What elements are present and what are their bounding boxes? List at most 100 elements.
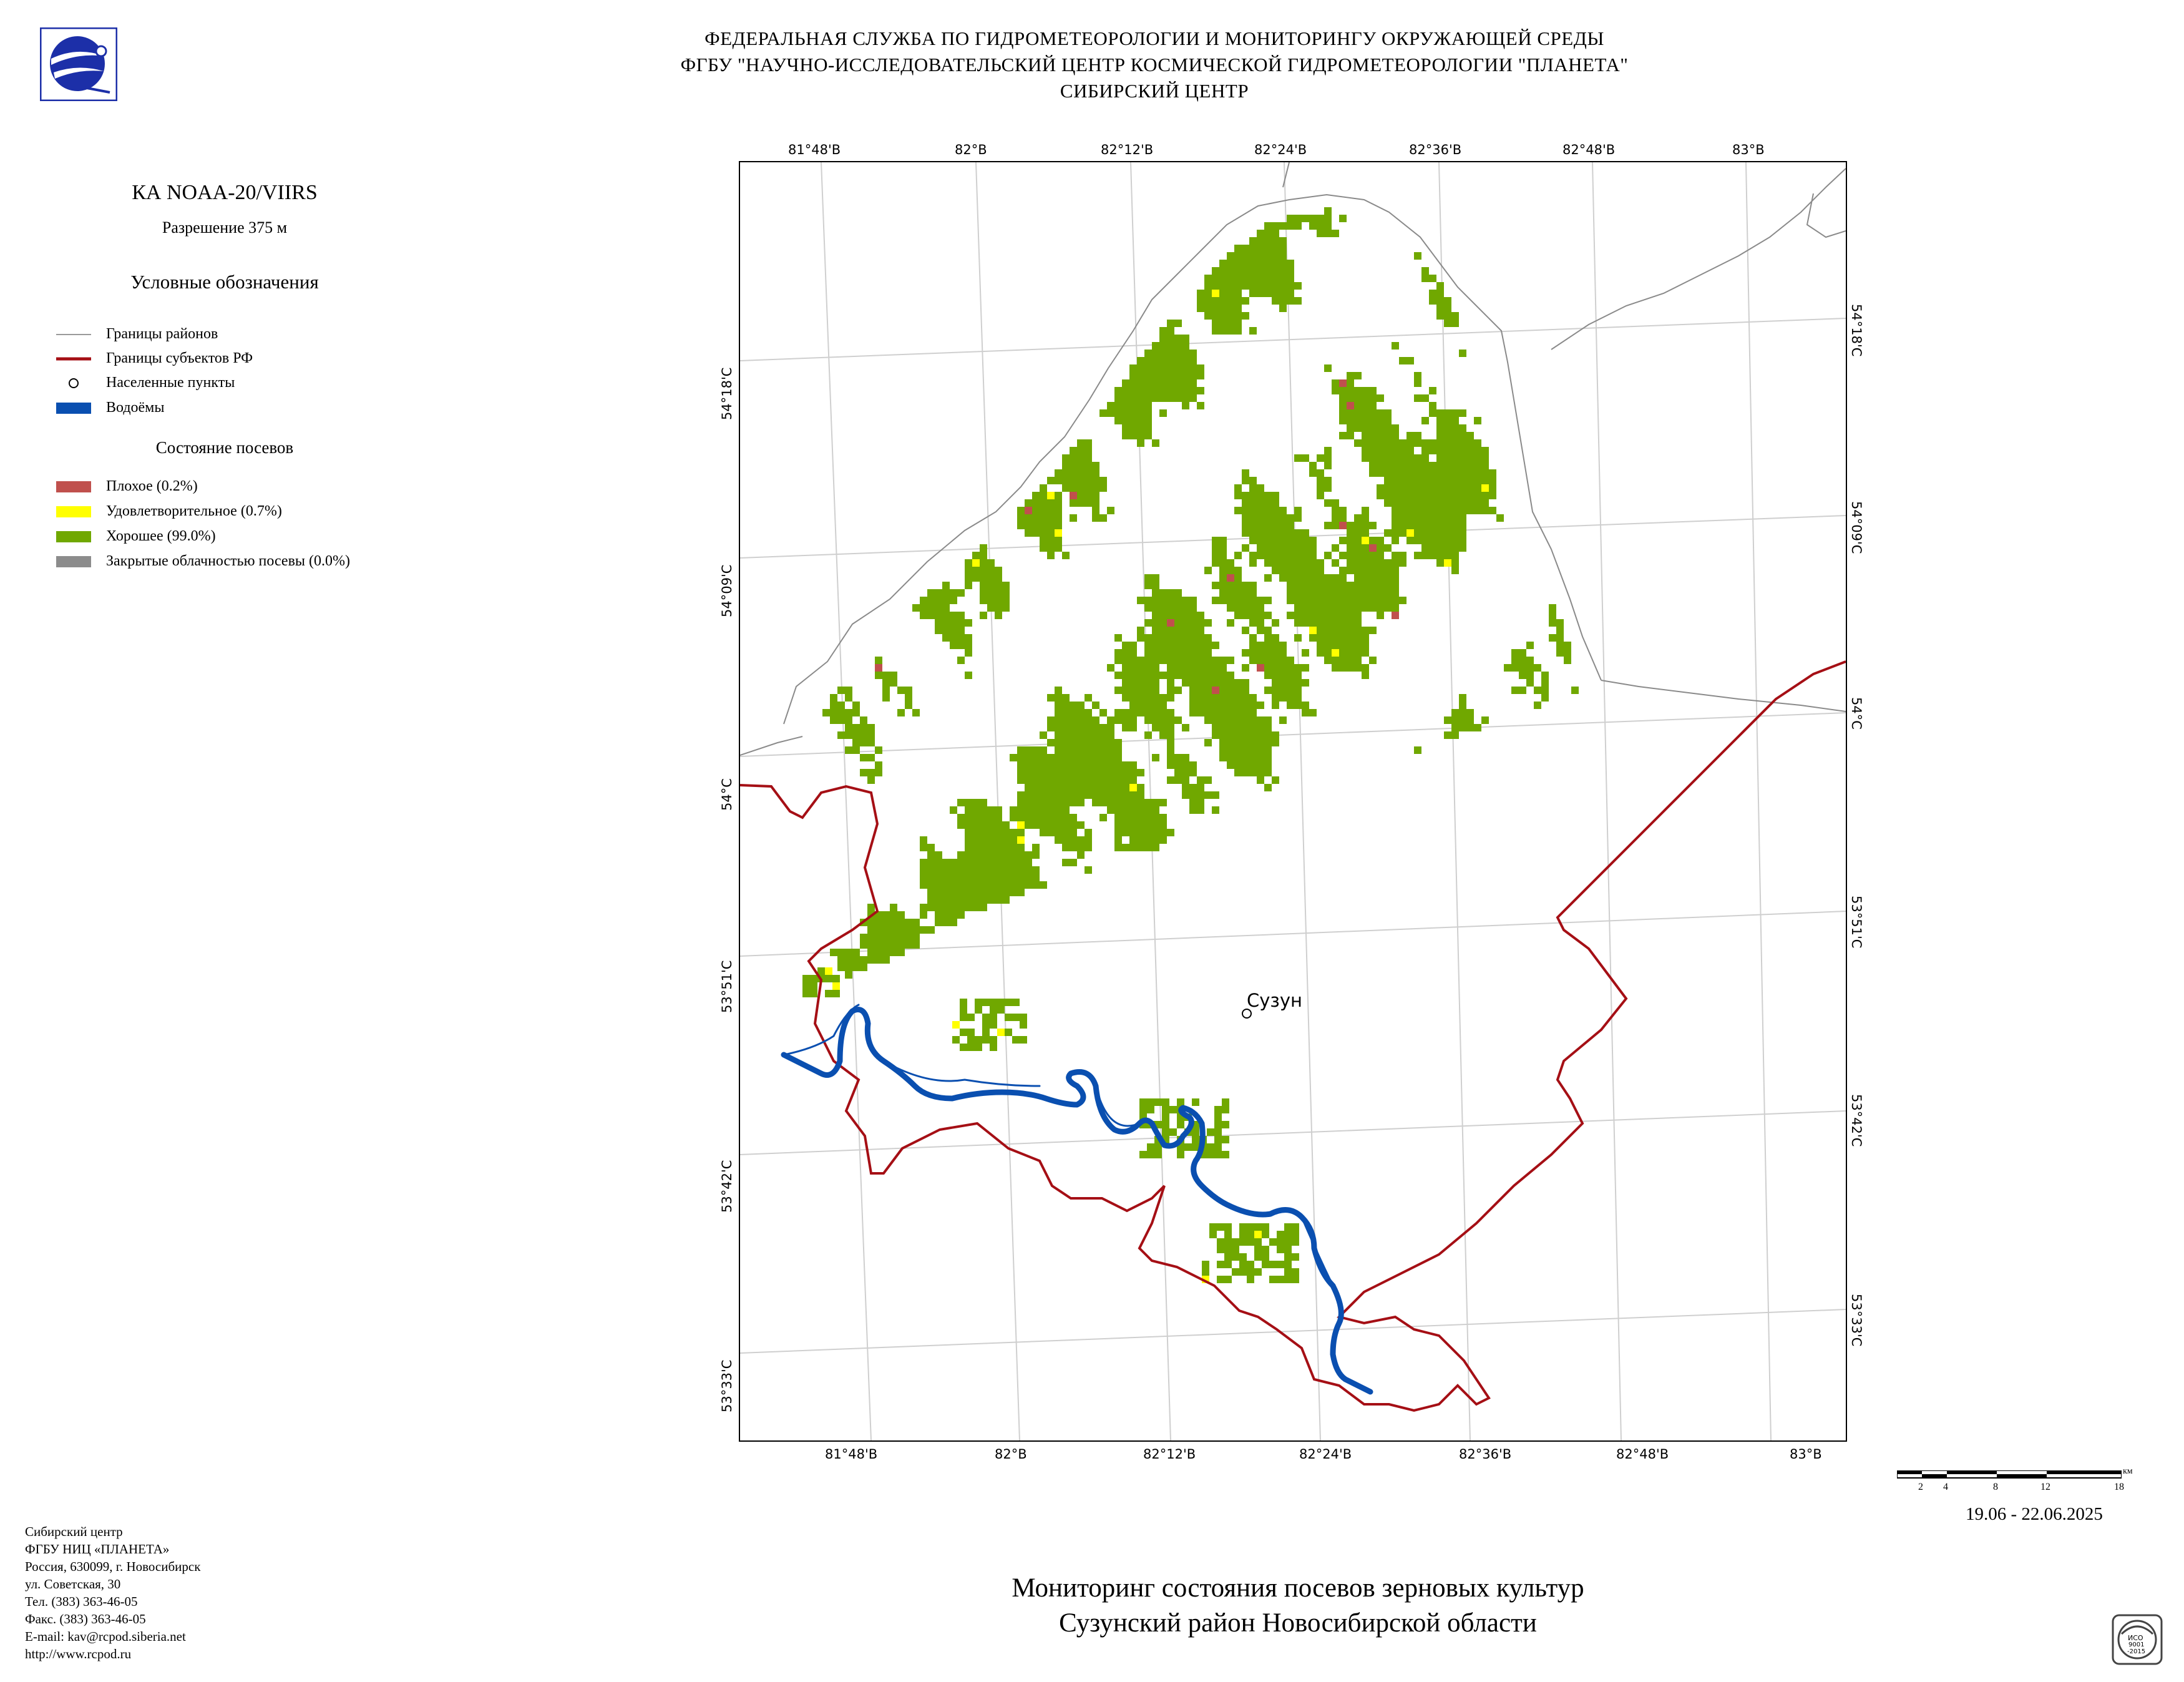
- crop-pixel: [1174, 379, 1182, 387]
- crop-pixel: [942, 919, 950, 926]
- crop-pixel: [1005, 999, 1012, 1006]
- crop-pixel: [1451, 507, 1459, 514]
- crop-pixel: [1099, 484, 1107, 492]
- crop-pixel: [1287, 260, 1294, 267]
- crop-pixel: [1219, 731, 1227, 739]
- crop-pixel: [1347, 559, 1354, 567]
- crop-pixel: [1377, 574, 1384, 582]
- crop-pixel: [1309, 222, 1317, 230]
- crop-pixel: [1159, 342, 1167, 350]
- crop-pixel: [1085, 791, 1092, 799]
- crop-pixel: [1354, 604, 1362, 612]
- crop-pixel: [890, 911, 897, 919]
- crop-pixel: [1414, 507, 1421, 514]
- crop-pixel: [1002, 889, 1010, 896]
- crop-pixel: [1224, 1276, 1232, 1283]
- crop-pixel: [920, 881, 927, 889]
- crop-pixel: [1526, 679, 1534, 687]
- crop-pixel: [995, 597, 1002, 604]
- crop-pixel: [1197, 364, 1204, 372]
- crop-pixel: [1459, 409, 1466, 417]
- crop-pixel: [927, 844, 935, 851]
- crop-pixel: [1159, 409, 1167, 417]
- crop-pixel: [1414, 477, 1421, 484]
- crop-pixel: [1169, 1128, 1177, 1136]
- crop-pixel: [1474, 454, 1481, 462]
- crop-pixel: [1272, 252, 1279, 260]
- crop-pixel: [1234, 702, 1242, 709]
- crop-pixel: [1399, 522, 1406, 529]
- crop-pixel: [1377, 432, 1384, 439]
- crop-pixel: [1354, 387, 1362, 394]
- crop-pixel: [1347, 544, 1354, 552]
- crop-pixel: [1392, 582, 1399, 589]
- crop-pixel: [982, 1036, 990, 1044]
- crop-pixel: [1242, 724, 1249, 731]
- crop-pixel: [1339, 567, 1347, 574]
- crop-pixel: [965, 672, 972, 679]
- crop-pixel: [1137, 821, 1144, 829]
- crop-pixel: [1219, 320, 1227, 327]
- crop-pixel: [1459, 702, 1466, 709]
- crop-pixel: [1192, 1098, 1199, 1106]
- crop-pixel: [1347, 372, 1354, 379]
- crop-pixel: [1249, 529, 1257, 537]
- crop-pixel: [1339, 432, 1347, 439]
- crop-pixel: [1005, 1029, 1012, 1036]
- crop-pixel: [1204, 664, 1212, 672]
- crop-pixel: [1436, 537, 1444, 544]
- crop-pixel: [1399, 462, 1406, 469]
- crop-pixel: [1436, 454, 1444, 462]
- crop-pixel: [1092, 746, 1099, 754]
- crop-pixel: [1062, 716, 1070, 724]
- crop-pixel: [1392, 469, 1399, 477]
- crop-pixel: [1362, 544, 1369, 552]
- crop-pixel: [1272, 642, 1279, 649]
- crop-pixel: [980, 881, 987, 889]
- crop-pixel: [1249, 559, 1257, 567]
- crop-pixel: [927, 889, 935, 896]
- crop-pixel: [1466, 492, 1474, 499]
- crop-pixel: [972, 821, 980, 829]
- crop-pixel: [1159, 604, 1167, 612]
- crop-pixel: [1174, 672, 1182, 679]
- crop-pixel: [1167, 327, 1174, 335]
- crop-pixel: [1055, 821, 1062, 829]
- crop-pixel: [1347, 394, 1354, 402]
- crop-pixel: [1122, 821, 1129, 829]
- crop-pixel: [1085, 469, 1092, 477]
- crop-pixel: [1212, 559, 1219, 567]
- crop-pixel: [1347, 664, 1354, 672]
- crop-pixel: [1451, 320, 1459, 327]
- crop-pixel: [950, 874, 957, 881]
- region-border-south: [740, 660, 1846, 1412]
- crop-pixel: [1384, 484, 1392, 492]
- crop-pixel: [1144, 814, 1152, 821]
- crop-pixel: [897, 934, 905, 941]
- crop-pixel: [1047, 784, 1055, 791]
- crop-pixel: [1272, 739, 1279, 746]
- crop-pixel: [1182, 335, 1189, 342]
- crop-pixel: [1219, 567, 1227, 574]
- crop-pixel: [942, 874, 950, 881]
- crop-pixel: [1384, 574, 1392, 582]
- crop-pixel: [987, 881, 995, 889]
- crop-pixel: [1212, 687, 1219, 694]
- crop-pixel: [1159, 821, 1167, 829]
- crop-pixel: [1332, 544, 1339, 552]
- crop-pixel: [1092, 514, 1099, 522]
- crop-pixel: [845, 746, 852, 754]
- crop-pixel: [1152, 597, 1159, 604]
- crop-pixel: [1189, 612, 1197, 619]
- crop-pixel: [1010, 851, 1017, 859]
- crop-pixel: [1077, 709, 1085, 716]
- crop-pixel: [1122, 432, 1129, 439]
- crop-pixel: [1369, 589, 1377, 597]
- crop-pixel: [1347, 612, 1354, 619]
- crop-pixel: [1174, 320, 1182, 327]
- crop-pixel: [1242, 514, 1249, 522]
- crop-pixel: [1436, 409, 1444, 417]
- crop-pixel: [1047, 507, 1055, 514]
- crop-pixel: [1279, 267, 1287, 275]
- crop-pixel: [1129, 784, 1137, 791]
